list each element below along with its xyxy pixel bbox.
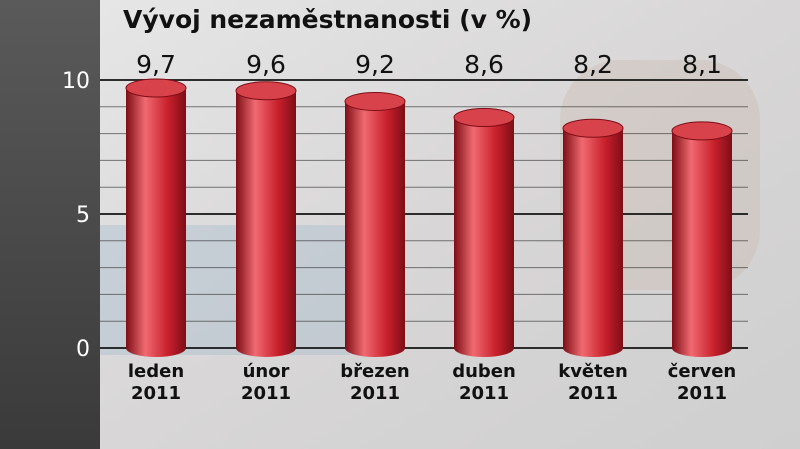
- chart-title: Vývoj nezaměstnanosti (v %): [123, 5, 532, 34]
- y-tick-label: 0: [76, 337, 90, 362]
- bar-únor: [235, 81, 297, 357]
- bars: [125, 78, 733, 358]
- bar-body: [345, 101, 405, 357]
- value-label: 8,2: [573, 50, 613, 79]
- category-label: květen: [558, 361, 628, 382]
- bar-top: [125, 78, 187, 98]
- category-year-label: 2011: [459, 383, 509, 404]
- value-label: 9,6: [246, 50, 286, 79]
- value-label: 9,7: [136, 50, 176, 79]
- bar-body: [672, 130, 732, 357]
- value-label: 8,6: [464, 50, 504, 79]
- category-label: leden: [128, 361, 184, 382]
- y-tick-label: 5: [76, 203, 90, 228]
- bar-top: [235, 81, 297, 101]
- bar-březen: [344, 91, 406, 357]
- bar-leden: [125, 78, 187, 357]
- y-axis-ticks: 0 5 10: [62, 69, 90, 362]
- bar-top: [562, 118, 624, 138]
- value-labels: 9,7 9,6 9,2 8,6 8,2 8,1: [136, 50, 722, 79]
- category-label: duben: [452, 361, 516, 382]
- bar-body: [126, 88, 186, 357]
- category-year-label: 2011: [568, 383, 618, 404]
- value-label: 8,1: [682, 50, 722, 79]
- bar-body: [563, 128, 623, 357]
- left-axis-panel: [0, 0, 100, 449]
- y-tick-label: 10: [62, 69, 90, 94]
- category-label: březen: [340, 361, 409, 382]
- category-label: únor: [243, 361, 290, 382]
- bar-květen: [562, 118, 624, 357]
- category-year-label: 2011: [131, 383, 181, 404]
- bar-top: [453, 108, 515, 128]
- bar-duben: [453, 108, 515, 358]
- category-label: červen: [668, 361, 737, 382]
- bar-body: [236, 90, 296, 357]
- bar-top: [671, 121, 733, 141]
- gridlines: [100, 79, 748, 349]
- bar-top: [344, 91, 406, 111]
- category-year-label: 2011: [677, 383, 727, 404]
- value-label: 9,2: [355, 50, 395, 79]
- category-year-label: 2011: [350, 383, 400, 404]
- bar-body: [454, 117, 514, 358]
- category-labels: leden2011únor2011březen2011duben2011květ…: [128, 361, 736, 404]
- category-year-label: 2011: [241, 383, 291, 404]
- bar-červen: [671, 121, 733, 357]
